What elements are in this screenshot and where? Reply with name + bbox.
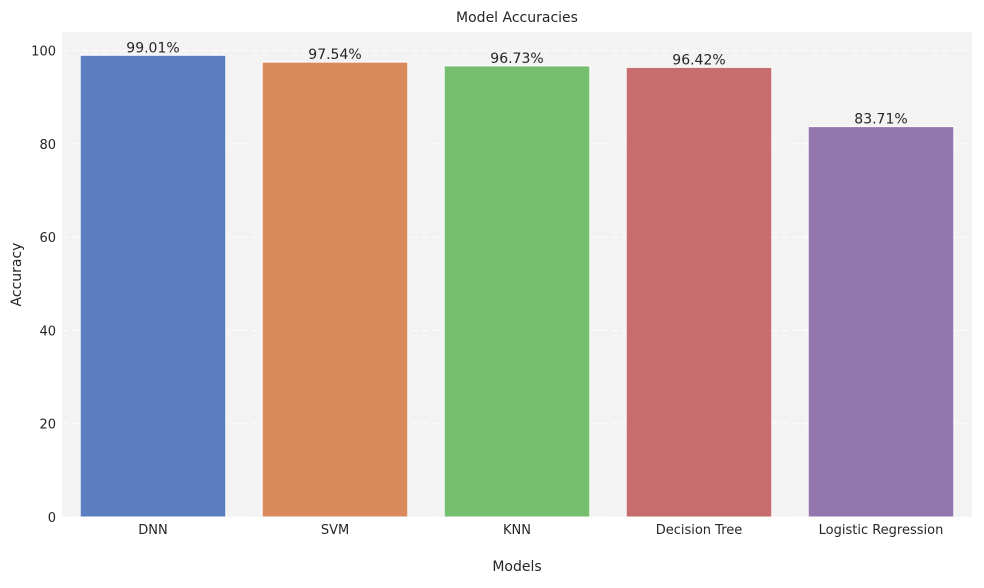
bar-knn [443, 65, 591, 518]
y-tick-label: 40 [39, 324, 56, 339]
y-tick-label: 20 [39, 418, 56, 433]
x-tick-label: DNN [138, 523, 167, 538]
x-axis-label: Models [492, 559, 541, 575]
x-tick-label: Logistic Regression [819, 523, 944, 538]
y-tick-label: 100 [31, 45, 56, 60]
x-tick-label: SVM [321, 523, 349, 538]
bar-svm [261, 61, 409, 518]
y-tick-label: 0 [48, 511, 56, 526]
bar-value-label: 99.01% [126, 40, 179, 56]
bar-value-label: 83.71% [854, 112, 907, 128]
y-tick-label: 80 [39, 138, 56, 153]
data-label-layer: 99.01% 97.54% 96.73% 96.42% 83.71% [126, 40, 907, 127]
y-tick-label: 60 [39, 231, 56, 246]
bar-value-label: 96.73% [490, 51, 543, 67]
bar-layer [79, 54, 955, 518]
bar-value-label: 96.42% [672, 52, 725, 68]
bar-value-label: 97.54% [308, 47, 361, 63]
x-tick-label: Decision Tree [656, 523, 743, 538]
y-axis-ticks: 0 20 40 60 80 100 [31, 45, 56, 526]
bar-logistic-regression [807, 126, 955, 518]
bar-decision-tree [625, 66, 773, 518]
chart-title: Model Accuracies [456, 10, 578, 26]
x-axis-ticks: DNN SVM KNN Decision Tree Logistic Regressio… [138, 523, 943, 538]
x-tick-label: KNN [503, 523, 531, 538]
y-axis-label: Accuracy [9, 243, 25, 307]
bar-dnn [79, 54, 227, 518]
